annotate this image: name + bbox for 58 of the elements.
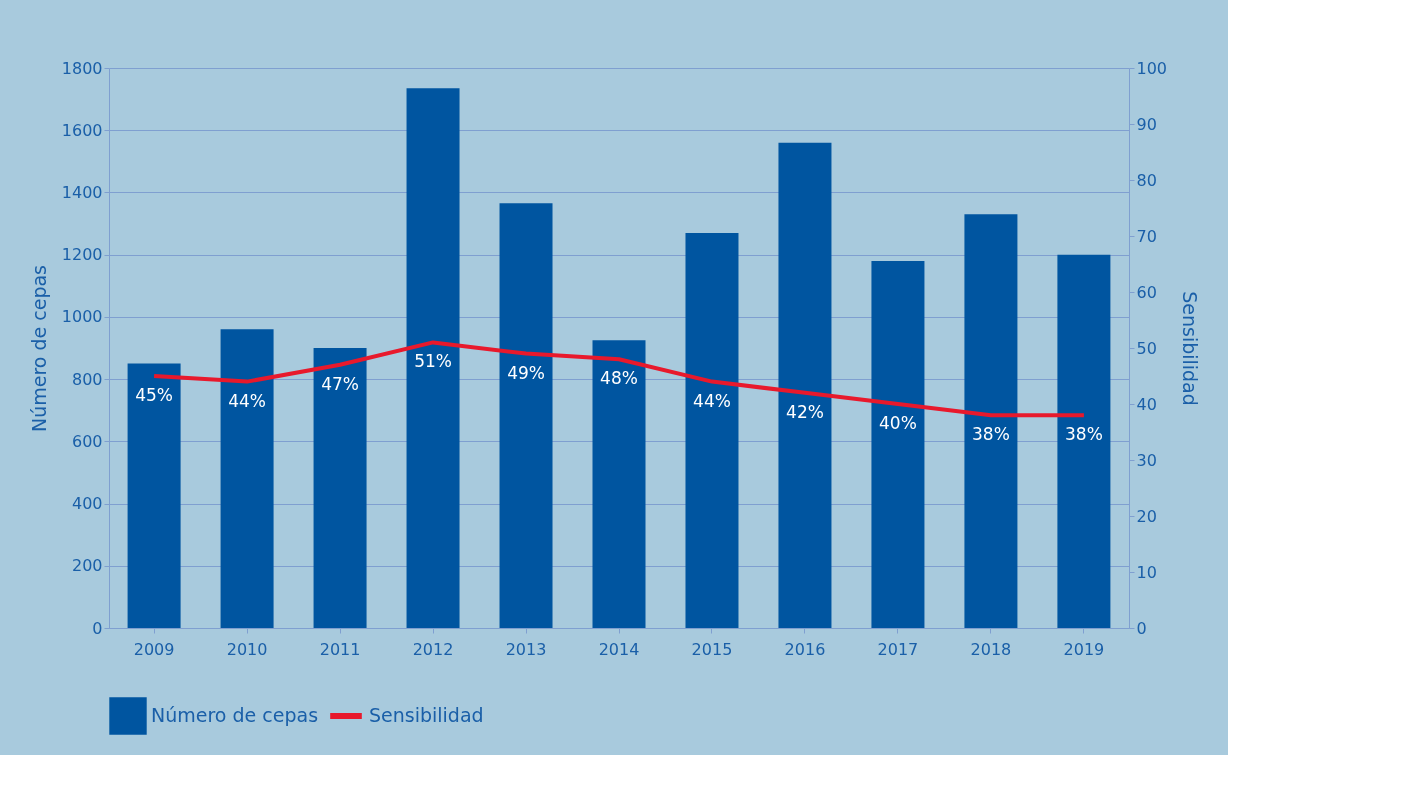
x-tick-label: 2013	[505, 639, 547, 659]
x-tick-label: 2017	[877, 639, 919, 659]
y2-tick-label: 20	[1136, 506, 1157, 526]
x-tick-label: 2016	[784, 639, 826, 659]
bar	[592, 340, 646, 628]
data-label: 38%	[972, 424, 1010, 445]
x-tick-label: 2012	[412, 639, 454, 659]
data-label: 44%	[693, 390, 731, 411]
data-label: 40%	[879, 413, 917, 433]
bar	[1057, 254, 1111, 628]
x-tick-label: 2009	[133, 639, 175, 659]
y-tick-label: 400	[71, 494, 103, 514]
y2-tick-label: 50	[1136, 338, 1157, 358]
bar	[313, 348, 367, 628]
y2-tick-label: 60	[1136, 282, 1157, 302]
x-tick-label: 2019	[1063, 639, 1105, 659]
data-label: 38%	[1065, 424, 1103, 445]
y2-tick-label: 10	[1136, 562, 1157, 582]
y-tick-label: 200	[71, 556, 103, 576]
y2-tick-label: 70	[1136, 226, 1157, 246]
y2-tick-label: 30	[1136, 450, 1157, 470]
data-label: 42%	[786, 401, 824, 422]
y-tick-label: 1400	[61, 182, 103, 202]
y-tick-label: 800	[71, 369, 103, 389]
bar	[871, 260, 925, 628]
y-axis-title: Número de cepas	[27, 264, 50, 433]
bar	[499, 203, 553, 628]
y2-tick-label: 100	[1136, 58, 1168, 78]
data-label: 48%	[600, 368, 638, 389]
y2-tick-label: 90	[1136, 114, 1157, 134]
y-tick-label: 0	[92, 618, 103, 638]
y-tick-label: 1800	[61, 58, 103, 78]
y-tick-label: 600	[71, 431, 103, 451]
x-tick-label: 2018	[970, 639, 1012, 659]
y2-tick-label: 80	[1136, 170, 1157, 190]
x-tick-label: 2015	[691, 639, 733, 659]
bar	[220, 329, 274, 628]
y2-tick-label: 0	[1136, 618, 1147, 638]
y-tick-label: 1000	[61, 307, 103, 327]
x-tick-label: 2014	[598, 639, 640, 659]
bar	[964, 214, 1018, 628]
legend-label: Sensibilidad	[369, 704, 484, 726]
data-label: 49%	[507, 362, 545, 383]
data-label: 44%	[228, 390, 266, 411]
bar	[778, 142, 832, 628]
data-label: 45%	[135, 385, 173, 405]
y-tick-label: 1200	[61, 245, 103, 265]
y2-axis-title: Sensibilidad	[1179, 291, 1202, 406]
y-tick-label: 1600	[61, 120, 103, 140]
bar	[685, 232, 739, 628]
data-label: 51%	[414, 351, 452, 372]
data-label: 47%	[321, 373, 359, 394]
x-tick-label: 2011	[319, 639, 361, 659]
bar	[406, 88, 460, 628]
bar	[127, 363, 181, 628]
y2-tick-label: 40	[1136, 394, 1157, 414]
x-tick-label: 2010	[226, 639, 268, 659]
legend-label: Número de cepas	[151, 704, 319, 726]
